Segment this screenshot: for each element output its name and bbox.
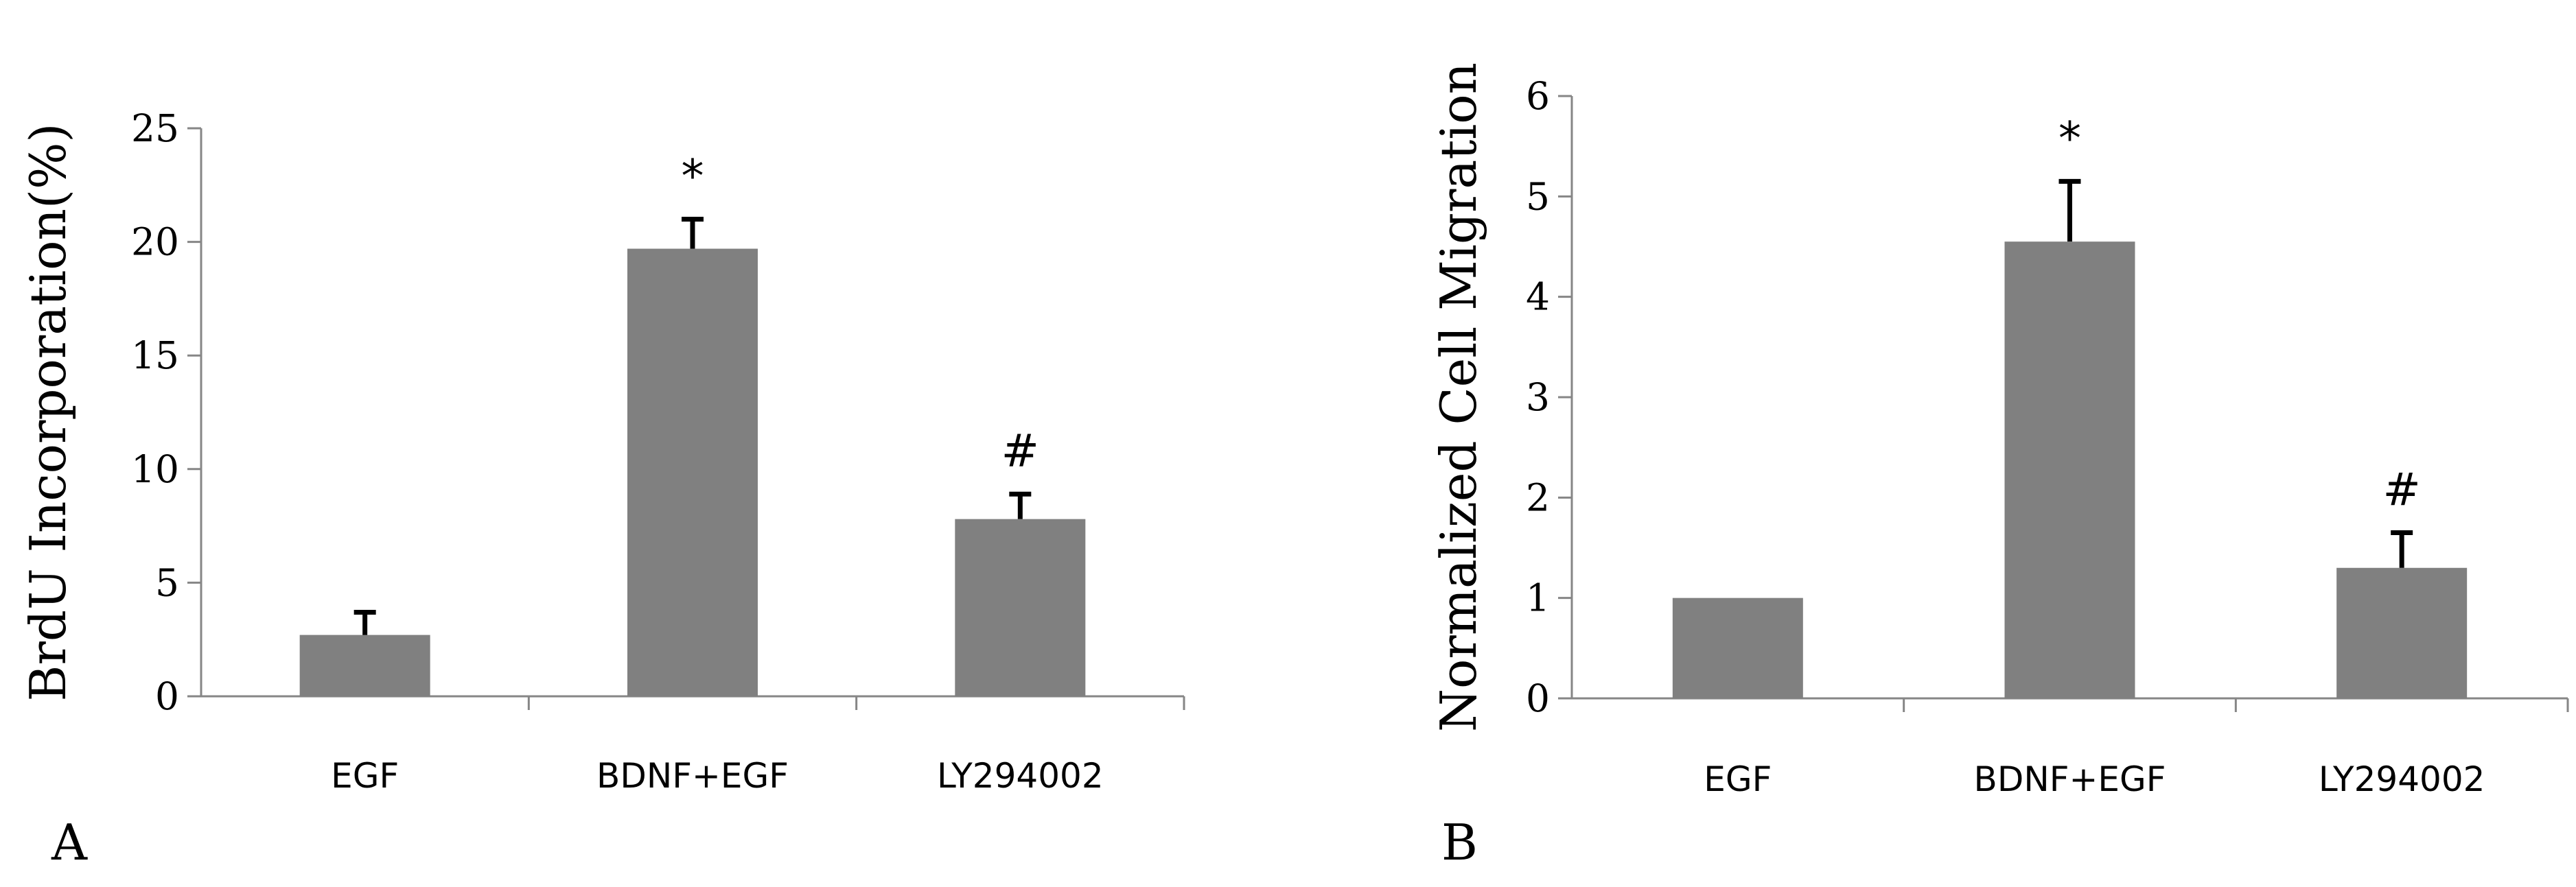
chart-0-category-label-bdnf-egf: BDNF+EGF [596,756,789,796]
chart-1-category-label-ly294002: LY294002 [2319,759,2485,799]
chart-1-y-tick-label: 2 [1526,475,1550,519]
chart-0-y-axis-title: BrdU Incorporation(%) [19,123,77,702]
chart-1-bar-egf [1672,598,1803,698]
chart-1-y-axis-title: Normalized Cell Migration [1430,62,1487,732]
chart-0-y-tick-label: 25 [131,106,179,150]
chart-1-y-tick-label: 5 [1526,174,1550,218]
chart-0-y-tick-label: 15 [131,333,179,377]
chart-1-y-tick-label: 1 [1526,576,1550,620]
chart-0-significance-mark-bdnf-egf: * [682,150,704,202]
chart-1-y-tick-label: 3 [1526,375,1550,419]
chart-0-bar-bdnf-egf [627,248,758,696]
chart-0-bar-ly294002 [955,519,1086,696]
chart-0-category-label-ly294002: LY294002 [937,756,1104,796]
chart-0-y-tick-label: 5 [155,560,179,604]
chart-1-panel-label: B [1441,814,1478,871]
chart-1-y-tick-label: 4 [1526,275,1550,319]
chart-0-significance-mark-ly294002: # [1001,425,1039,477]
chart-0-y-tick-label: 20 [131,220,179,264]
chart-panel-a: 0 5 10 15 20 25 EGF * BDNF+EGF # LY294002 BrdU Inco… [19,106,1185,871]
chart-1-bar-ly294002 [2336,567,2468,698]
chart-panel-b: 0 1 2 3 4 5 6 EGF * BDNF+EGF # LY294002 Normalized C… [1430,62,2569,871]
chart-0-bar-egf [299,635,430,696]
chart-1-significance-mark-ly294002: # [2383,464,2421,517]
chart-0-y-tick-label: 0 [155,674,179,718]
chart-1-category-label-bdnf-egf: BDNF+EGF [1974,759,2166,799]
chart-0-panel-label: A [51,814,88,871]
chart-1-significance-mark-bdnf-egf: * [2058,112,2081,165]
chart-0-y-tick-label: 10 [131,447,179,491]
chart-1-y-tick-label: 6 [1526,74,1550,118]
chart-1-bar-bdnf-egf [2004,241,2135,698]
chart-0-category-label-egf: EGF [331,756,399,796]
chart-1-category-label-egf: EGF [1704,759,1772,799]
chart-1-y-tick-label: 0 [1526,676,1550,720]
